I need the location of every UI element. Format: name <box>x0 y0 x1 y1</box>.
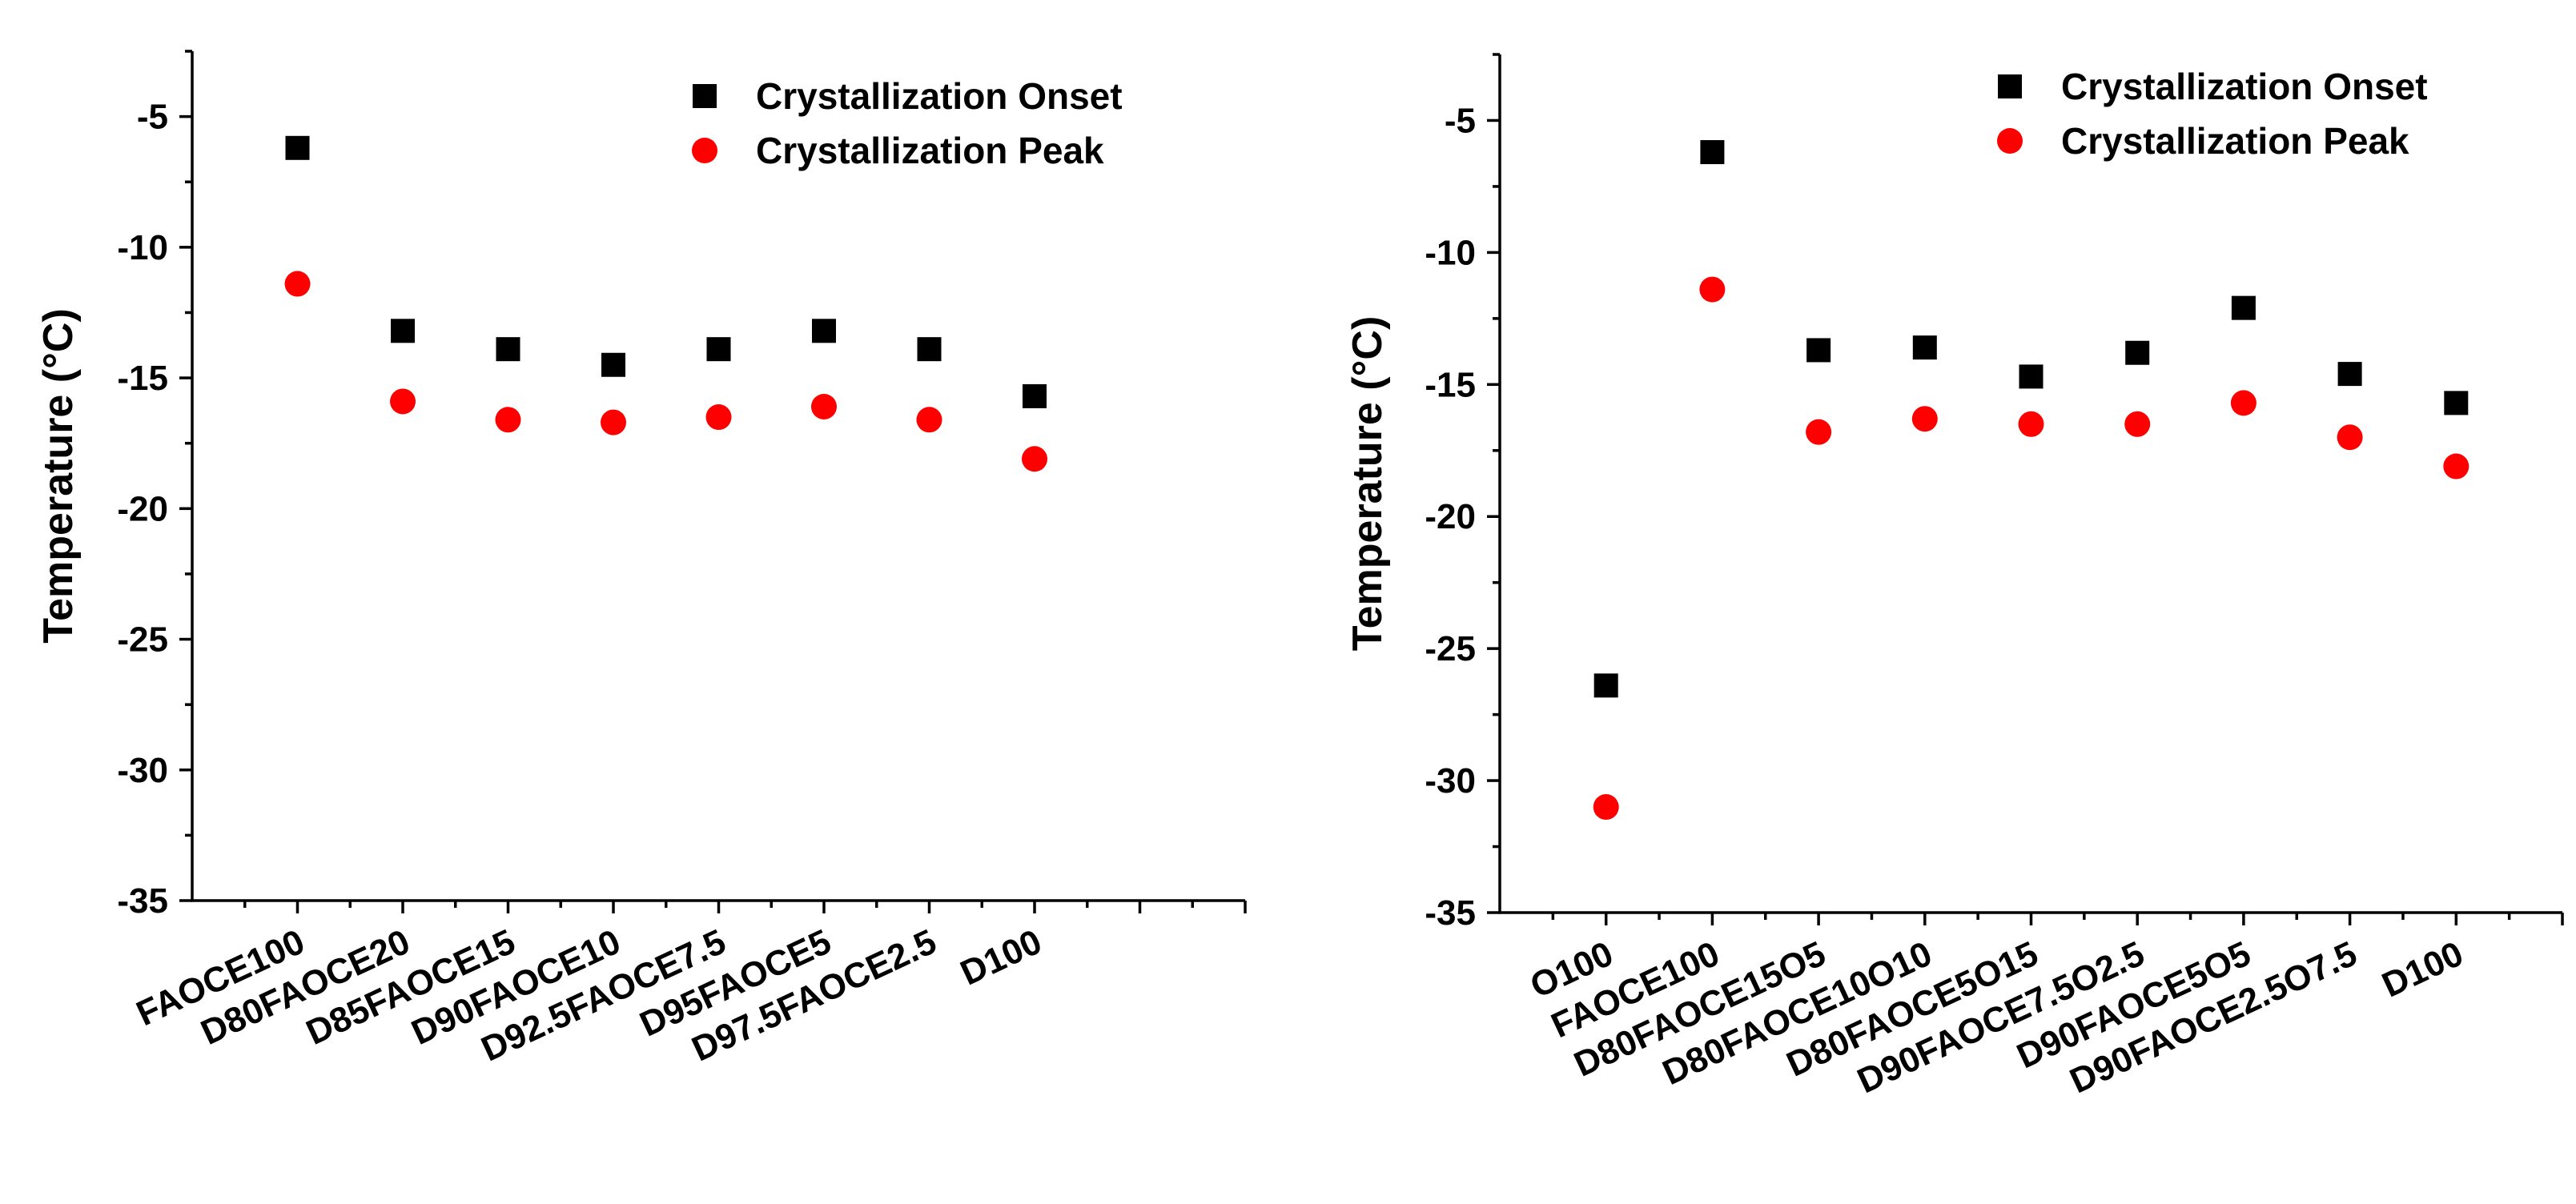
y-tick-label: -15 <box>1425 365 1476 404</box>
legend-label: Crystallization Onset <box>756 75 1123 117</box>
peak-point <box>705 404 732 431</box>
y-tick-label: -35 <box>117 881 168 921</box>
onset-point <box>2019 364 2044 389</box>
legend-onset-marker <box>693 84 717 108</box>
onset-point <box>1806 338 1831 363</box>
onset-point <box>391 319 415 343</box>
legend-label: Crystallization Onset <box>2061 66 2428 107</box>
peak-point <box>1806 419 1832 445</box>
legend-onset-marker <box>1998 74 2022 98</box>
onset-point <box>285 135 310 160</box>
peak-point <box>1699 276 1726 303</box>
y-tick-label: -5 <box>1445 101 1476 140</box>
axes <box>191 51 1245 902</box>
onset-point <box>812 319 836 343</box>
legend-peak-marker <box>1997 128 2023 154</box>
y-tick-label: -25 <box>1425 629 1476 668</box>
onset-point <box>706 337 731 362</box>
onset-point <box>1912 335 1937 360</box>
y-axis-title: Temperature (°C) <box>35 308 82 644</box>
y-tick-label: -15 <box>117 359 168 398</box>
peak-point <box>2018 411 2044 437</box>
peak-point <box>811 393 837 419</box>
peak-point <box>916 407 942 433</box>
peak-point <box>2230 390 2257 416</box>
peak-point <box>390 388 416 415</box>
y-tick-label: -30 <box>1425 761 1476 801</box>
y-tick-label: -25 <box>117 620 168 660</box>
y-tick-label: -5 <box>137 98 168 137</box>
peak-point <box>284 271 311 297</box>
onset-point <box>496 337 520 362</box>
x-tick-label: D100 <box>954 922 1047 993</box>
legend-label: Crystallization Peak <box>756 130 1104 171</box>
onset-point <box>2125 340 2150 365</box>
onset-point <box>2337 362 2362 387</box>
peak-point <box>1911 406 1938 432</box>
chart-left: -35-30-25-20-15-10-5FAOCE100D80FAOCE20D8… <box>35 50 1247 1070</box>
onset-point <box>917 337 942 362</box>
y-tick-label: -10 <box>1425 233 1476 272</box>
legend-label: Crystallization Peak <box>2061 120 2409 162</box>
legend-peak-marker <box>692 138 717 163</box>
y-tick-label: -35 <box>1425 893 1476 933</box>
y-tick-label: -30 <box>117 751 168 790</box>
peak-point <box>1593 794 1619 821</box>
peak-point <box>1022 446 1047 472</box>
peak-point <box>2443 453 2470 480</box>
y-tick-label: -10 <box>117 228 168 267</box>
y-tick-label: -20 <box>1425 497 1476 536</box>
y-axis-title: Temperature (°C) <box>1344 316 1391 652</box>
peak-point <box>495 407 521 433</box>
onset-point <box>1593 673 1618 698</box>
axes <box>1498 54 2562 914</box>
peak-point <box>2124 411 2151 437</box>
peak-point <box>2337 424 2363 451</box>
onset-point <box>2444 391 2469 415</box>
peak-point <box>601 409 626 435</box>
chart-right: -35-30-25-20-15-10-5O100FAOCE100D80FAOCE… <box>1344 53 2564 1101</box>
onset-point <box>2231 295 2256 320</box>
onset-point <box>601 352 625 377</box>
onset-point <box>1700 140 1725 165</box>
onset-point <box>1023 383 1047 408</box>
y-tick-label: -20 <box>117 489 168 528</box>
x-tick-label: D100 <box>2376 934 2469 1005</box>
